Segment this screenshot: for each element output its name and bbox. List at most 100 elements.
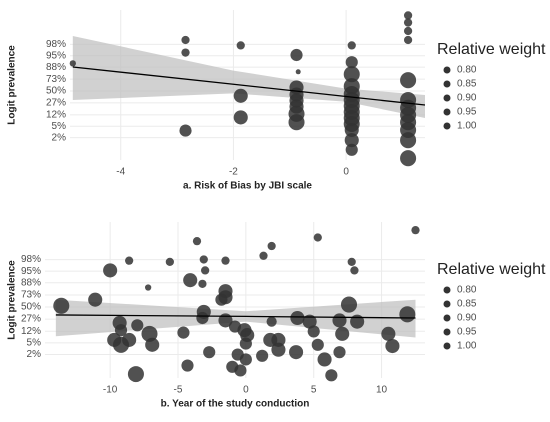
x-axis-title: b. Year of the study conduction (161, 399, 310, 410)
legend-label: 0.95 (457, 327, 477, 338)
x-tick-label: -4 (116, 167, 125, 178)
y-tick-label: 27% (21, 314, 41, 325)
y-axis-title: Logit prevalence (7, 260, 18, 340)
point (288, 114, 305, 131)
legend-label: 0.80 (457, 65, 477, 76)
point (199, 255, 208, 264)
point (239, 353, 252, 366)
point (88, 292, 103, 307)
point (290, 310, 305, 326)
legend-label: 0.90 (457, 93, 477, 104)
x-tick-label: 0 (243, 385, 249, 396)
point (345, 56, 358, 69)
legend-marker (443, 66, 451, 74)
point (311, 338, 324, 351)
point (317, 352, 332, 367)
point (256, 349, 269, 362)
legend-title: Relative weight (437, 41, 546, 58)
legend-label: 1.00 (457, 121, 477, 132)
y-tick-label: 12% (46, 110, 66, 121)
legend-marker (443, 94, 451, 102)
point (239, 337, 252, 350)
x-axis-title: a. Risk of Bias by JBI scale (183, 181, 312, 192)
x-tick-label: -2 (229, 167, 238, 178)
point (112, 336, 130, 353)
point (196, 311, 209, 325)
point (203, 346, 216, 359)
x-tick-label: 10 (376, 385, 388, 396)
legend-marker (443, 314, 451, 322)
x-tick-label: 0 (343, 167, 349, 178)
point (344, 122, 359, 138)
point (333, 346, 346, 359)
point (177, 326, 190, 339)
y-axis-title: Logit prevalence (7, 45, 18, 125)
point (411, 226, 420, 235)
point (215, 293, 228, 306)
point (267, 241, 276, 251)
point (343, 66, 360, 83)
regression-line (72, 66, 426, 106)
point (385, 338, 400, 354)
point (271, 332, 286, 347)
y-tick-label: 98% (46, 39, 66, 50)
point (131, 319, 144, 332)
x-tick-label: -10 (103, 385, 118, 396)
point (403, 18, 413, 27)
point (403, 35, 413, 45)
legend-title: Relative weight (437, 261, 546, 278)
y-tick-label: 88% (21, 277, 41, 288)
point (313, 233, 322, 242)
point (400, 132, 417, 149)
point (234, 364, 247, 377)
legend-marker (443, 286, 451, 294)
point (350, 266, 359, 275)
point (233, 88, 248, 103)
regression-line (55, 314, 416, 319)
point (332, 313, 347, 328)
legend-marker (443, 342, 451, 350)
point (347, 41, 356, 50)
legend-label: 0.80 (457, 285, 477, 296)
y-tick-label: 5% (27, 338, 42, 349)
point (114, 324, 128, 337)
point (325, 369, 338, 382)
point (400, 72, 417, 89)
point (266, 316, 277, 327)
point (103, 263, 118, 278)
point (181, 35, 190, 45)
point (127, 366, 144, 383)
y-tick-label: 95% (46, 50, 66, 61)
point (144, 284, 152, 291)
point (69, 60, 76, 67)
point (53, 297, 70, 314)
point (192, 237, 202, 246)
point (295, 69, 301, 75)
point (403, 11, 413, 20)
point (198, 279, 207, 288)
point (125, 256, 134, 265)
point (145, 337, 160, 352)
y-tick-label: 12% (21, 326, 41, 337)
point (289, 345, 304, 360)
point (141, 325, 158, 342)
confidence-band (72, 36, 426, 118)
point (350, 314, 365, 329)
x-tick-label: 5 (311, 385, 317, 396)
point (233, 110, 248, 125)
legend-label: 0.85 (457, 299, 477, 310)
point (307, 325, 320, 338)
point (340, 296, 358, 313)
point (335, 326, 350, 341)
legend-marker (443, 122, 451, 130)
x-tick-label: -5 (174, 385, 183, 396)
point (271, 342, 286, 357)
point (347, 257, 356, 267)
point (400, 150, 417, 167)
legend-marker (443, 108, 451, 116)
legend-label: 1.00 (457, 341, 477, 352)
point (381, 326, 396, 341)
y-tick-label: 2% (27, 349, 42, 360)
y-tick-label: 98% (21, 254, 41, 265)
